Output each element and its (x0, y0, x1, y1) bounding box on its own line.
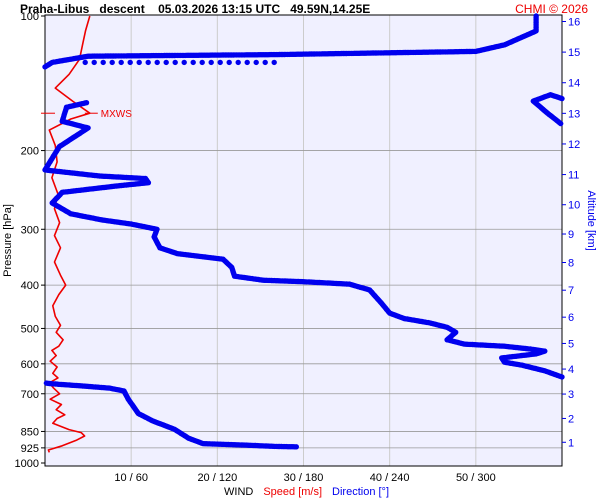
altitude-tick-label: 14 (568, 78, 580, 90)
x-tick-label: 20 / 120 (197, 472, 237, 484)
direction-point (199, 59, 205, 66)
altitude-tick-label: 4 (568, 364, 574, 376)
direction-point (127, 59, 133, 66)
x-tick-label: 30 / 180 (284, 472, 324, 484)
altitude-tick-label: 7 (568, 285, 574, 297)
x-tick-label: 10 / 60 (114, 472, 148, 484)
pressure-tick-label: 1000 (15, 458, 39, 470)
altitude-tick-label: 8 (568, 257, 574, 269)
direction-point (190, 59, 196, 66)
altitude-tick-label: 3 (568, 389, 574, 401)
altitude-tick-label: 15 (568, 47, 580, 59)
pressure-tick-label: 400 (21, 280, 39, 292)
pressure-tick-label: 850 (21, 426, 39, 438)
direction-point (43, 380, 50, 386)
pressure-tick-label: 925 (21, 443, 39, 455)
altitude-tick-label: 9 (568, 229, 574, 241)
altitude-tick-label: 10 (568, 200, 580, 212)
direction-point (163, 59, 169, 66)
direction-series (42, 13, 565, 450)
altitude-tick-label: 11 (568, 170, 579, 182)
direction-point (91, 59, 97, 66)
x-tick-label: 50 / 300 (456, 472, 496, 484)
wind-axis-title-part: WIND (224, 486, 253, 498)
wind-axis-title-part: Direction [°] (332, 486, 389, 498)
direction-point (100, 59, 106, 66)
sounding-mode: descent (99, 2, 145, 16)
plot-frame (44, 14, 563, 467)
direction-point (136, 59, 142, 66)
pressure-tick-label: 700 (21, 389, 39, 401)
pressure-tick-label: 200 (21, 146, 39, 158)
direction-point (244, 59, 250, 66)
direction-point (217, 59, 223, 66)
direction-point (533, 13, 539, 19)
altitude-tick-label: 6 (568, 312, 574, 324)
pressure-tick-label: 100 (21, 11, 39, 23)
pressure-tick-label: 500 (21, 323, 39, 335)
direction-point (83, 100, 90, 106)
altitude-tick-label: 1 (568, 437, 574, 449)
chart-header: Praha-Libus descent 05.03.2026 13:15 UTC… (20, 2, 370, 16)
pressure-tick-label: 300 (21, 224, 39, 236)
altitude-tick-label: 13 (568, 108, 580, 120)
direction-point (253, 59, 259, 66)
station-coords: 49.59N,14.25E (290, 2, 371, 16)
direction-point (235, 59, 241, 66)
station-name: Praha-Libus (20, 2, 90, 16)
direction-point (118, 59, 124, 66)
direction-point (172, 59, 178, 66)
altitude-tick-label: 2 (568, 413, 574, 425)
direction-point (262, 59, 268, 66)
altitude-tick-label: 5 (568, 338, 574, 350)
wind-axis-title-part: Speed [m/s] (263, 486, 322, 498)
wind-axis-title: WIND Speed [m/s] Direction [°] (224, 486, 389, 498)
sounding-datetime: 05.03.2026 13:15 UTC (158, 2, 281, 16)
direction-point (145, 59, 151, 66)
direction-point (82, 59, 88, 66)
x-tick-label: 40 / 240 (370, 472, 410, 484)
direction-point (109, 59, 115, 66)
pressure-axis-title: Pressure [hPa] (2, 204, 14, 277)
credit-label: CHMI © 2026 (515, 2, 588, 16)
direction-point (154, 59, 160, 66)
direction-point (226, 59, 232, 66)
direction-point (558, 120, 564, 127)
altitude-tick-label: 12 (568, 139, 580, 151)
pressure-tick-label: 600 (21, 359, 39, 371)
direction-point (208, 59, 214, 66)
direction-point (271, 59, 277, 66)
mxws-label: MXWS (101, 109, 132, 120)
altitude-tick-label: 16 (568, 17, 580, 29)
direction-point (181, 59, 187, 66)
altitude-axis-title: Altitude [km] (585, 190, 597, 251)
